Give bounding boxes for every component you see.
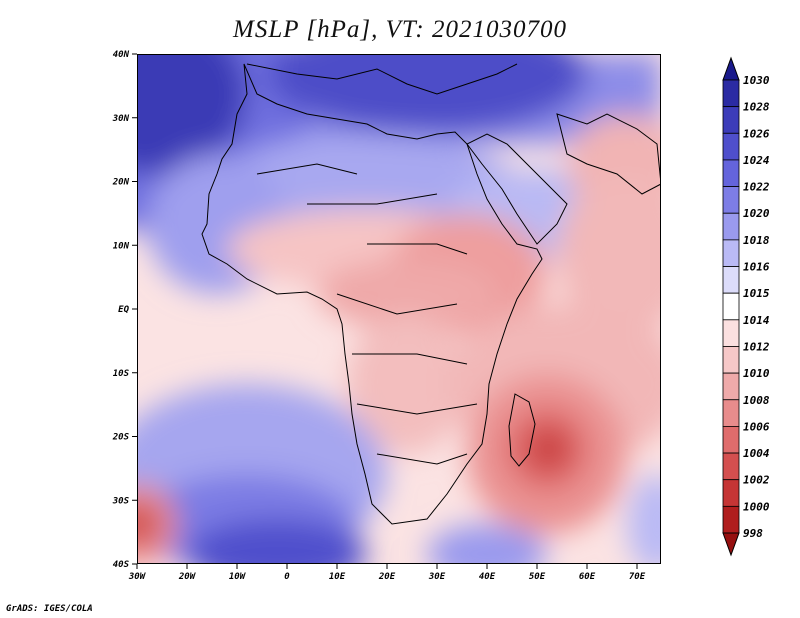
colorbar-band (722, 212, 740, 241)
lon-label: 40E (479, 572, 496, 582)
lon-label: 70E (629, 572, 646, 582)
colorbar-label: 1012 (743, 340, 770, 353)
colorbar-label: 1010 (743, 367, 770, 380)
colorbar-label: 1026 (743, 127, 770, 140)
colorbar-band (722, 132, 740, 161)
lat-label: 10N (113, 241, 130, 251)
colorbar-label: 1018 (743, 234, 770, 247)
colorbar-label: 1030 (743, 74, 770, 87)
lat-label: 10S (113, 369, 130, 379)
colorbar-band (722, 372, 740, 401)
lon-label: 30E (428, 572, 446, 582)
colorbar-band (722, 292, 740, 321)
colorbar-label: 1022 (743, 181, 770, 194)
colorbar-label: 1020 (743, 207, 770, 220)
coastlines (201, 63, 661, 525)
colorbar-band (722, 79, 740, 108)
colorbar-band (722, 319, 740, 347)
colorbar-band (722, 399, 740, 427)
lat-label: 20N (112, 178, 130, 188)
colorbar-label: 1015 (743, 287, 770, 300)
colorbar-arrow-top (722, 56, 740, 81)
latitude-axis: 40N 30N 20N 10N EQ 10S 20S 30S 40S (112, 50, 137, 570)
colorbar-label: 998 (743, 527, 763, 540)
colorbar-band (722, 159, 740, 187)
colorbar-label: 1014 (743, 314, 770, 327)
colorbar-band (722, 266, 740, 294)
colorbar-band (722, 452, 740, 481)
map-title: MSLP [hPa], VT: 2021030700 (233, 16, 567, 43)
colorbar-label: 1008 (743, 394, 770, 407)
lon-label: 10E (329, 572, 346, 582)
colorbar-band (722, 505, 740, 534)
lat-label: 30N (112, 114, 130, 124)
colorbar-label: 1016 (743, 261, 770, 274)
colorbar-label: 1024 (743, 154, 770, 167)
colorbar-label: 1002 (743, 474, 770, 487)
colorbar-label: 1028 (743, 101, 770, 114)
lat-label: 40S (113, 560, 130, 570)
colorbar-band (722, 479, 740, 507)
lon-label: 50E (529, 572, 546, 582)
colorbar-band (722, 106, 740, 134)
colorbar-band (722, 239, 740, 267)
colorbar-label: 1006 (743, 420, 770, 433)
pressure-field (137, 54, 661, 564)
colorbar-band (722, 426, 740, 454)
colorbar-label: 1000 (743, 500, 770, 513)
lon-label: 20E (378, 572, 396, 582)
colorbar-band (722, 186, 740, 214)
lat-label: 20S (112, 433, 130, 443)
lon-label: 20W (178, 572, 197, 582)
longitude-axis: 30W 20W 10W 0 10E 20E 30E 40E 50E 60E 70E (128, 564, 646, 582)
lat-label: 40N (113, 50, 130, 60)
lon-label: 10W (229, 572, 247, 582)
colorbar-label: 1004 (743, 447, 770, 460)
lon-label: 60E (579, 572, 596, 582)
colorbar-arrow-bottom (722, 532, 740, 557)
lon-label: 0 (284, 572, 290, 582)
footer-credit: GrADS: IGES/COLA (6, 604, 93, 614)
map-border (137, 54, 661, 564)
lat-label: EQ (118, 305, 129, 315)
lon-label: 30W (128, 572, 147, 582)
colorbar: 1030 1028 1026 1024 1022 1020 1018 1016 1015 1014… (722, 56, 770, 557)
lat-label: 30S (112, 496, 130, 506)
pressure-map: 40N 30N 20N 10N EQ 10S 20S 30S 40S 30W 20W 10W 0 10E… (112, 50, 661, 582)
colorbar-band (722, 346, 740, 374)
